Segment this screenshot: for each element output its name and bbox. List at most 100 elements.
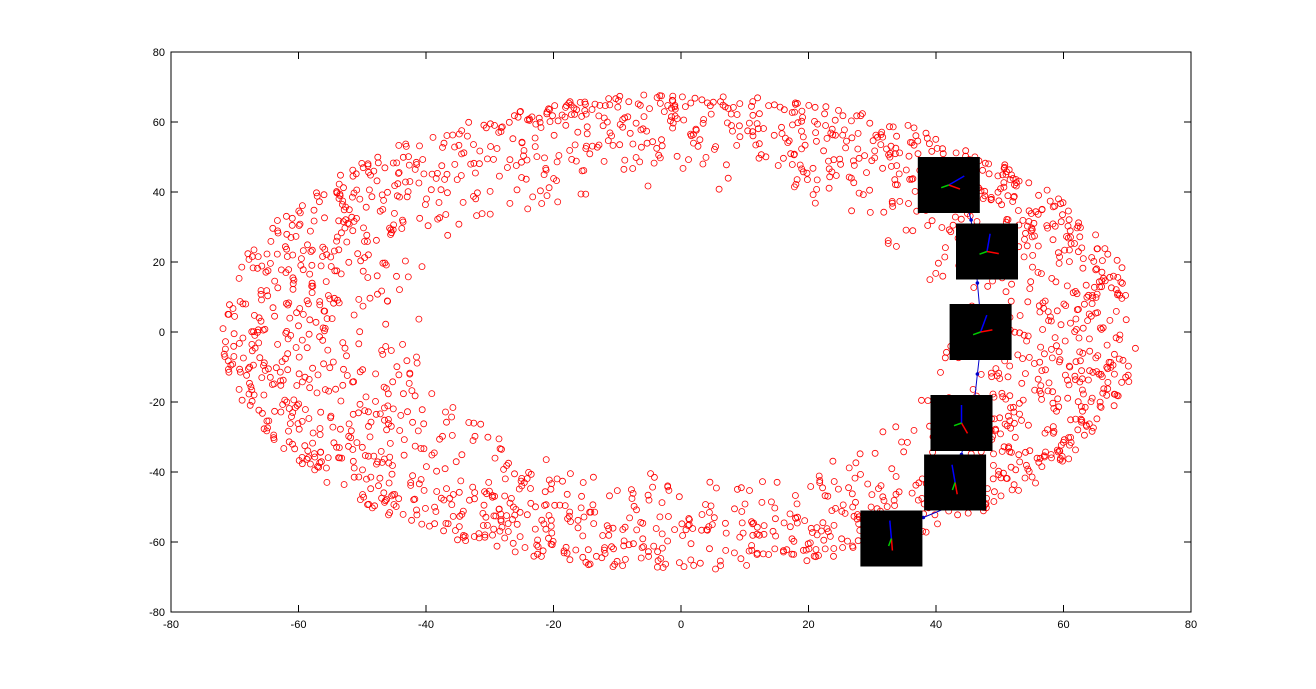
data-point (620, 542, 628, 550)
data-point (698, 526, 705, 534)
data-point (809, 191, 817, 199)
data-point (285, 427, 292, 435)
data-point (702, 153, 710, 161)
data-point (444, 231, 452, 239)
data-point (235, 385, 243, 393)
data-point (820, 536, 828, 544)
data-point (1033, 454, 1041, 462)
data-point (303, 455, 311, 463)
data-point (264, 267, 272, 275)
data-point (376, 207, 384, 215)
data-point (1016, 458, 1024, 466)
data-point (229, 360, 237, 368)
data-point (679, 93, 686, 101)
data-point (591, 508, 599, 516)
data-point (511, 548, 519, 556)
data-point (290, 396, 298, 404)
data-point (568, 111, 575, 118)
data-point (583, 130, 591, 138)
data-point (793, 519, 801, 527)
data-point (640, 113, 648, 120)
data-point (554, 117, 562, 125)
y-tick-label: 80 (153, 47, 165, 59)
data-point (359, 366, 367, 374)
data-point (644, 491, 652, 499)
data-point (1004, 373, 1012, 381)
data-point (378, 191, 386, 199)
data-point (850, 161, 858, 169)
data-point (809, 529, 816, 536)
data-point (316, 301, 324, 309)
data-point (562, 121, 570, 129)
data-point (1022, 370, 1029, 378)
data-point (619, 123, 627, 131)
data-point (509, 539, 517, 547)
data-point (317, 458, 325, 466)
data-point (640, 543, 647, 550)
data-point (853, 515, 861, 523)
data-point (467, 160, 475, 168)
data-point (333, 233, 341, 241)
data-point (628, 495, 636, 502)
data-point (990, 461, 997, 469)
data-point (1003, 168, 1010, 176)
data-point (335, 195, 343, 202)
data-point (1029, 251, 1037, 259)
data-point (1092, 309, 1100, 317)
data-point (313, 189, 320, 197)
data-point (513, 520, 521, 528)
data-point (655, 151, 663, 159)
data-point (621, 114, 629, 122)
data-point (411, 392, 419, 400)
data-point (340, 365, 347, 373)
data-point (738, 508, 746, 515)
data-point (431, 503, 439, 511)
data-point (616, 92, 624, 100)
data-point (1079, 386, 1086, 394)
data-point (411, 165, 419, 173)
data-point (365, 186, 373, 194)
data-point (636, 158, 644, 166)
data-point (1094, 352, 1102, 360)
data-point (295, 207, 303, 215)
data-point (1103, 391, 1111, 399)
data-point (1046, 197, 1054, 205)
data-point (313, 389, 321, 397)
data-point (722, 519, 729, 527)
data-point (558, 111, 566, 119)
data-point (428, 170, 436, 178)
data-point (748, 518, 755, 526)
data-point (680, 116, 688, 124)
data-point (1118, 378, 1126, 386)
data-point (336, 425, 344, 433)
data-point (462, 537, 470, 544)
data-point (848, 207, 855, 215)
data-point (1059, 438, 1067, 446)
data-point (548, 529, 556, 537)
data-point (877, 131, 885, 139)
data-point (381, 497, 389, 505)
data-point (796, 161, 804, 169)
data-point (1051, 202, 1059, 210)
data-point (317, 408, 325, 416)
data-point (849, 503, 857, 511)
data-point (928, 147, 936, 155)
data-point (712, 565, 719, 573)
data-point (314, 463, 321, 470)
data-point (798, 117, 805, 125)
data-point (287, 234, 295, 241)
data-point (685, 156, 692, 164)
data-point (248, 253, 256, 261)
data-point (273, 250, 281, 258)
data-point (304, 447, 312, 455)
data-point (283, 230, 291, 238)
data-point (805, 102, 813, 109)
data-point (998, 389, 1006, 397)
data-point (246, 379, 253, 387)
x-tick-label: 20 (802, 619, 814, 631)
data-point (348, 213, 356, 221)
data-point (415, 315, 423, 323)
data-point (696, 136, 704, 144)
data-point (756, 531, 763, 539)
data-point (679, 164, 687, 172)
